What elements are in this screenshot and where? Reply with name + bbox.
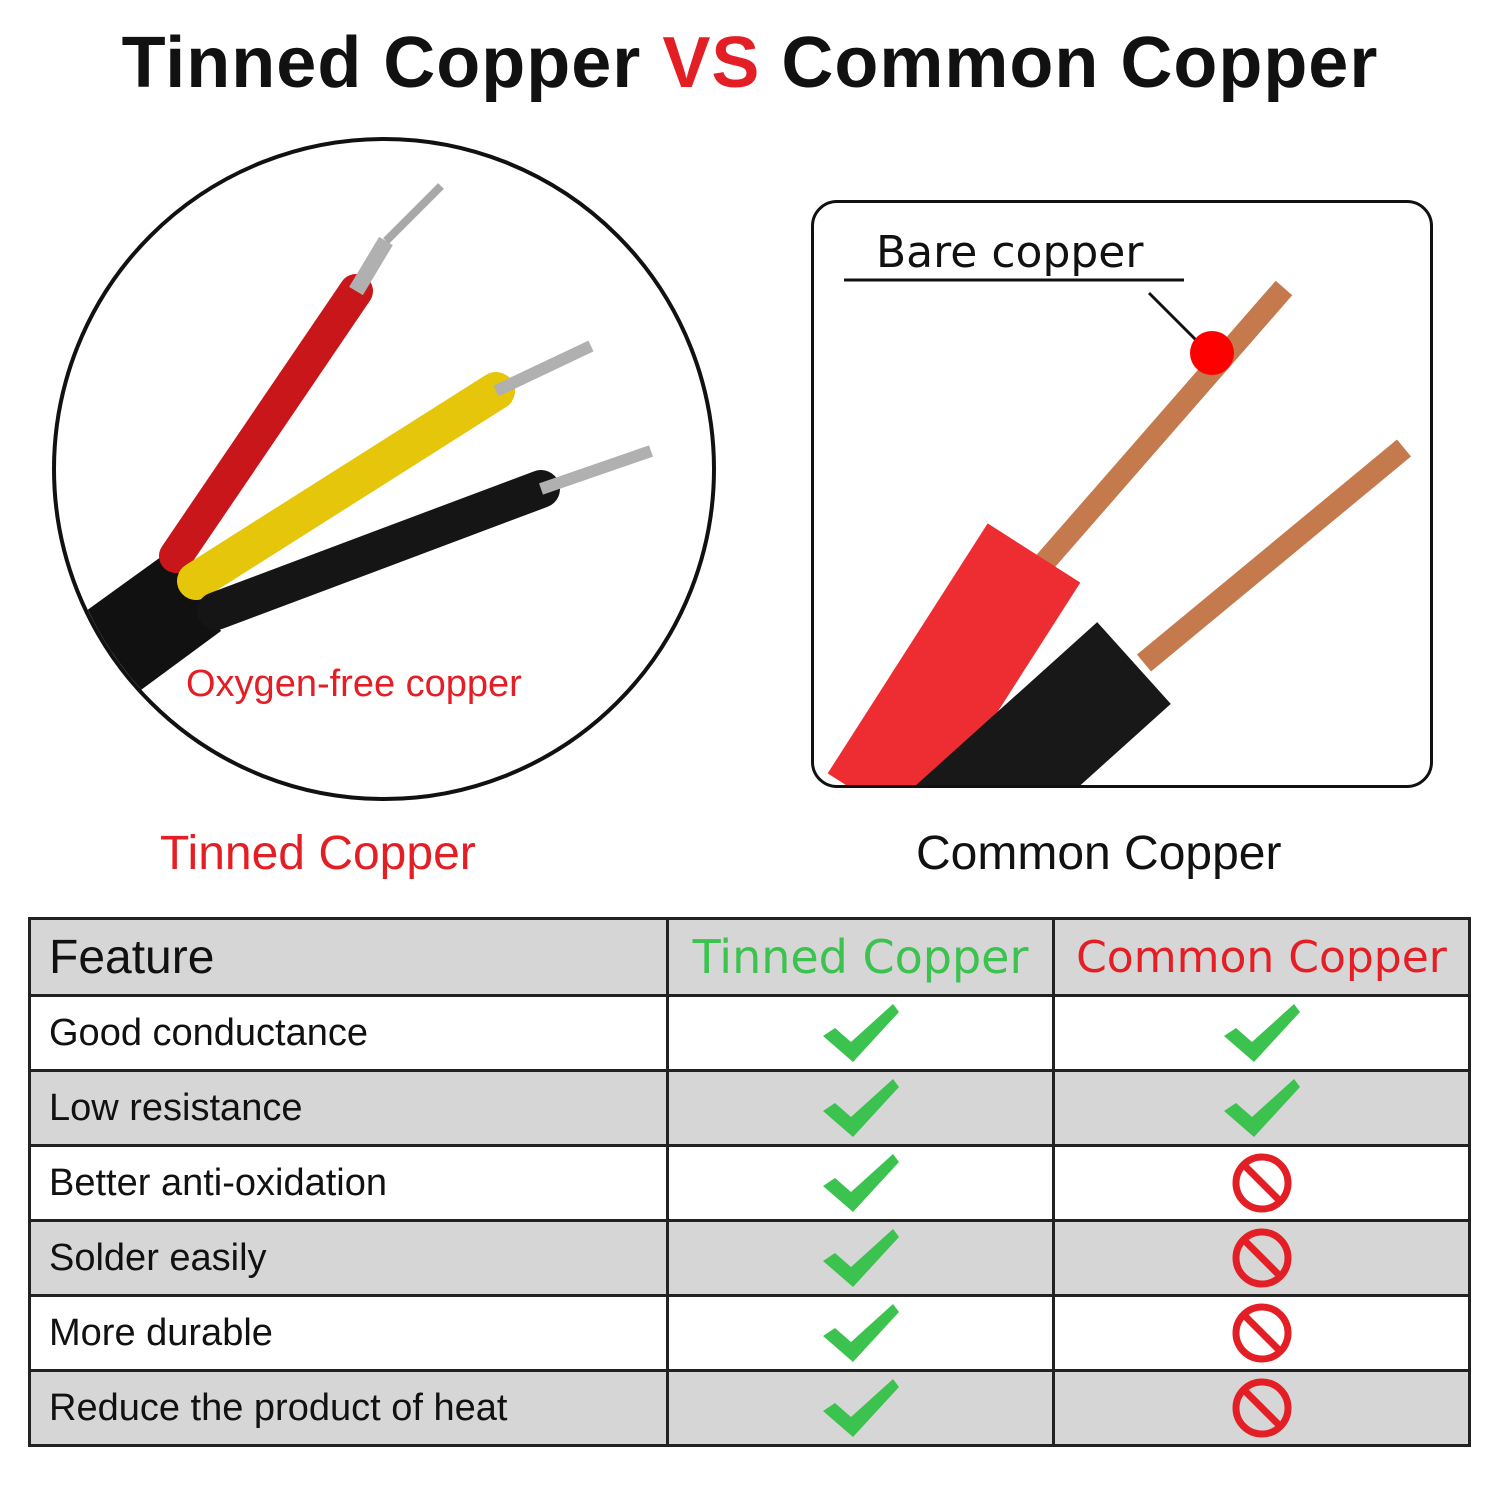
check-icon [822,1229,899,1287]
feature-cell: Good conductance [28,994,669,1072]
table-row: Low resistance [28,1069,1471,1147]
check-icon [822,1379,899,1437]
title-vs: VS [662,23,761,103]
common-copper-image: Bare copper [811,200,1433,788]
prohibited-icon [1232,1228,1291,1288]
oxygen-free-copper-label: Oxygen-free copper [186,663,522,705]
check-icon [822,1079,899,1137]
common-cell [1052,994,1471,1072]
common-cell [1052,1069,1471,1147]
feature-cell: Low resistance [28,1069,669,1147]
tinned-cell [666,994,1055,1072]
tinned-cell [666,1069,1055,1147]
title-part1: Tinned Copper [121,23,642,103]
common-copper-caption: Common Copper [916,827,1282,880]
common-cell [1052,1369,1471,1447]
check-icon [822,1154,899,1212]
check-icon [1223,1079,1300,1137]
bare-copper-wire-illustration [827,278,1412,785]
table-row: Better anti-oxidation [28,1144,1471,1222]
table-row: Solder easily [28,1219,1471,1297]
tinned-cell [666,1294,1055,1372]
table-header-row: Feature Tinned Copper Common Copper [28,917,1471,997]
bare-copper-label: Bare copper [876,227,1144,278]
tinned-copper-caption: Tinned Copper [160,827,476,880]
prohibited-icon [1232,1378,1291,1438]
header-tinned: Tinned Copper [666,917,1055,997]
table-row: More durable [28,1294,1471,1372]
check-icon [822,1304,899,1362]
header-common: Common Copper [1052,917,1471,997]
table-row: Good conductance [28,994,1471,1072]
tinned-copper-image: Oxygen-free copper [52,137,716,801]
table-row: Reduce the product of heat [28,1369,1471,1447]
title-part2: Common Copper [781,23,1379,103]
three-core-cable-illustration [86,183,653,701]
common-cell [1052,1219,1471,1297]
prohibited-icon [1232,1153,1291,1213]
tinned-cell [666,1219,1055,1297]
comparison-table: Feature Tinned Copper Common Copper Good… [28,917,1471,1447]
tinned-cell [666,1144,1055,1222]
page-title: Tinned Copper VS Common Copper [0,22,1500,104]
feature-cell: Solder easily [28,1219,669,1297]
feature-cell: More durable [28,1294,669,1372]
feature-cell: Better anti-oxidation [28,1144,669,1222]
check-icon [822,1004,899,1062]
common-cell [1052,1294,1471,1372]
common-cell [1052,1144,1471,1222]
feature-cell: Reduce the product of heat [28,1369,669,1447]
check-icon [1223,1004,1300,1062]
prohibited-icon [1232,1303,1291,1363]
tinned-cell [666,1369,1055,1447]
header-feature: Feature [28,917,669,997]
